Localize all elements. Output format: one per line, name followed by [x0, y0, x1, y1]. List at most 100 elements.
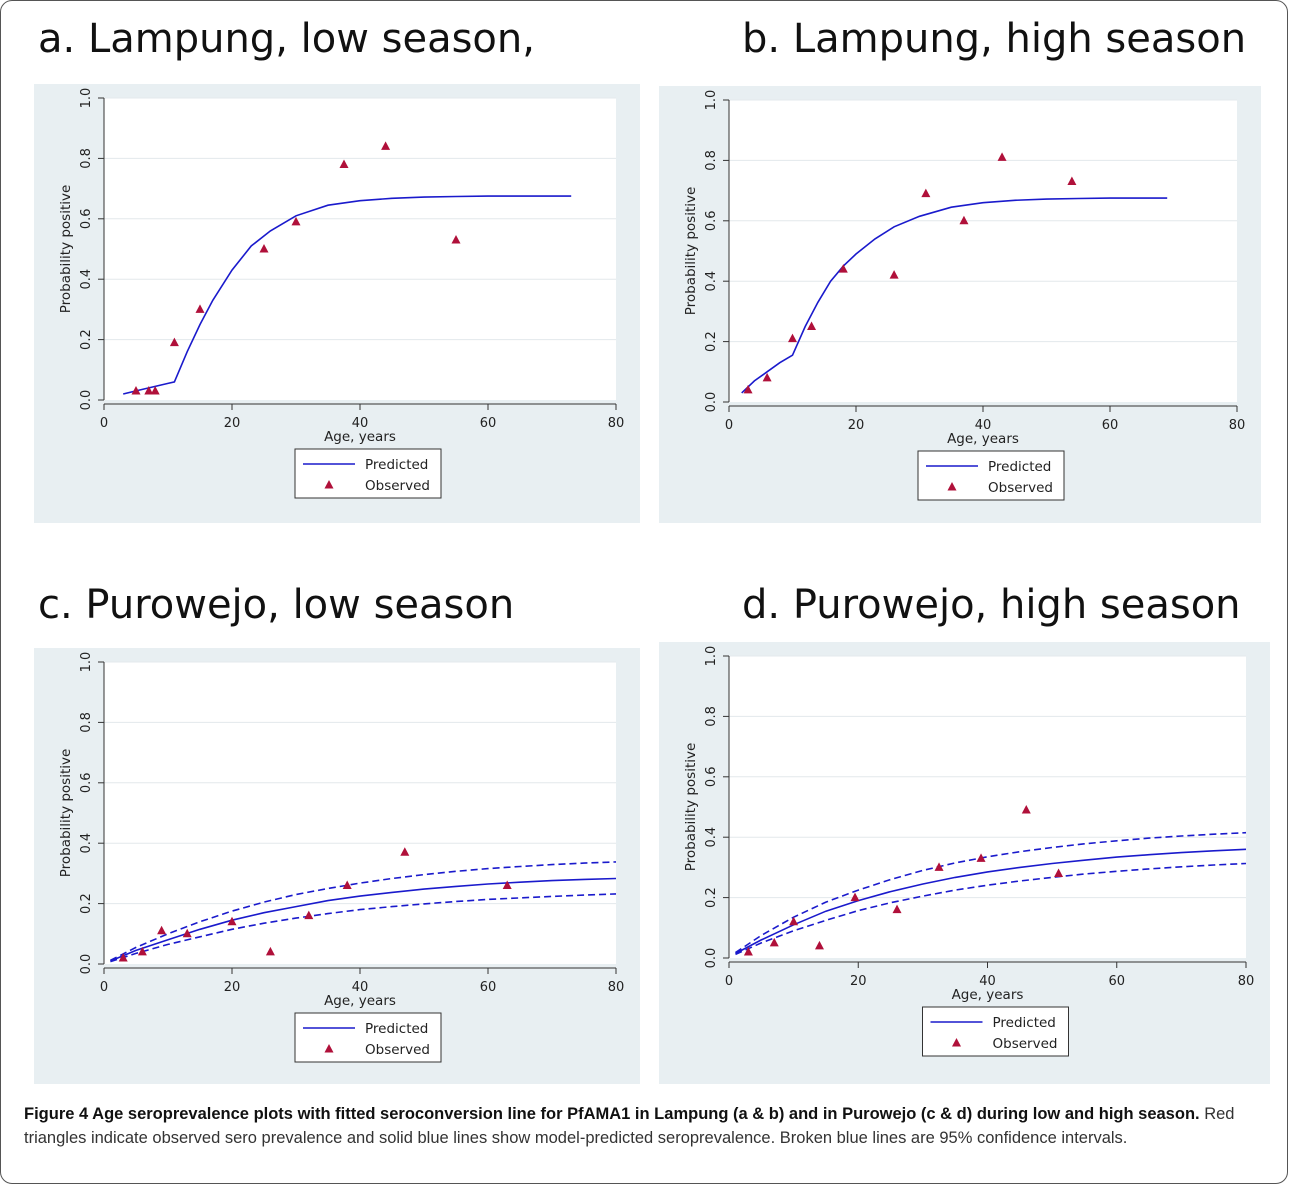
y-tick-label: 0.0 — [79, 954, 94, 975]
y-tick-label: 0.0 — [704, 948, 719, 969]
y-tick-label: 0.4 — [79, 833, 94, 854]
plot-area — [104, 98, 616, 400]
legend-triangle-swatch — [952, 1038, 961, 1047]
observed-point — [304, 910, 314, 920]
y-tick-label: 0.8 — [79, 712, 94, 733]
y-tick-label: 0.4 — [704, 271, 719, 292]
observed-point — [934, 862, 944, 871]
x-tick-label: 0 — [100, 980, 108, 995]
predicted-line — [110, 877, 617, 962]
legend-label-predicted: Predicted — [993, 1015, 1056, 1031]
observed-point — [169, 337, 179, 347]
panel-title-b: b. Lampung, high season — [742, 16, 1247, 62]
y-tick-label: 0.6 — [79, 772, 94, 793]
caption-bold: Figure 4 Age seroprevalence plots with f… — [24, 1105, 1200, 1123]
y-axis-label: Probability positive — [683, 743, 699, 872]
x-axis-label: Age, years — [947, 431, 1019, 447]
y-tick-label: 1.0 — [79, 652, 94, 673]
chart-d-svg: 0.0 0.2 0.4 0.6 0.8 1.0 0 20 40 60 80 Age, years Pro… — [659, 642, 1270, 1084]
y-tick-label: 0.8 — [704, 706, 719, 727]
observed-point — [150, 385, 160, 395]
observed-point — [976, 853, 986, 862]
observed-point — [144, 385, 154, 395]
y-tick-label: 0.2 — [704, 331, 719, 352]
legend-label-predicted: Predicted — [365, 457, 428, 473]
observed-point — [892, 904, 902, 914]
x-tick-label: 80 — [1238, 974, 1255, 989]
y-tick-label: 0.8 — [704, 150, 719, 171]
legend-label-observed: Observed — [993, 1036, 1058, 1052]
y-tick-label: 1.0 — [704, 646, 719, 667]
observed-point — [195, 304, 205, 313]
y-tick-label: 1.0 — [79, 88, 94, 109]
caption-text: Red triangles indicate observed sero pre… — [24, 1105, 1235, 1147]
chart-panel-b: 0.0 0.2 0.4 0.6 0.8 1.0 0 20 40 60 80 Age, years Pro… — [659, 86, 1261, 523]
x-tick-label: 40 — [979, 974, 996, 989]
observed-point — [502, 880, 512, 889]
y-tick-label: 0.6 — [79, 208, 94, 229]
observed-point — [400, 847, 410, 856]
ci-line — [735, 831, 1247, 954]
x-tick-label: 60 — [480, 416, 497, 431]
y-tick-label: 0.6 — [704, 210, 719, 231]
x-tick-label: 40 — [975, 418, 992, 433]
chart-panel-a: 0.0 0.2 0.4 0.6 0.8 1.0 0 20 40 60 80 Age, years Pro… — [34, 84, 640, 523]
observed-point — [814, 940, 824, 950]
observed-point — [1054, 868, 1064, 877]
legend-box — [294, 1012, 442, 1063]
panel-title-a: a. Lampung, low season, — [38, 16, 535, 62]
observed-point — [889, 270, 899, 279]
legend-label-predicted: Predicted — [365, 1021, 428, 1037]
legend-triangle-swatch — [324, 1044, 334, 1053]
y-tick-label: 0.6 — [704, 766, 719, 787]
observed-point — [291, 216, 301, 226]
observed-point — [769, 937, 779, 947]
plot-area — [729, 656, 1246, 958]
observed-point — [850, 892, 860, 902]
chart-panel-c: 0.0 0.2 0.4 0.6 0.8 1.0 0 20 40 60 80 Age, years Pro… — [34, 648, 640, 1084]
observed-point — [1067, 176, 1077, 186]
x-tick-label: 40 — [352, 980, 369, 995]
y-tick-label: 0.2 — [79, 893, 94, 914]
observed-point — [259, 244, 269, 253]
panel-title-c: c. Purowejo, low season — [38, 582, 515, 628]
observed-point — [743, 946, 753, 956]
observed-point — [137, 946, 147, 956]
x-axis-label: Age, years — [324, 429, 396, 445]
x-tick-label: 60 — [1108, 974, 1125, 989]
observed-point — [118, 952, 128, 962]
observed-point — [997, 152, 1007, 161]
observed-point — [131, 385, 141, 395]
observed-point — [789, 916, 799, 926]
chart-a-svg: 0.0 0.2 0.4 0.6 0.8 1.0 0 20 40 60 80 Age, years Pro… — [34, 84, 640, 523]
y-tick-label: 1.0 — [704, 90, 719, 111]
observed-point — [157, 925, 167, 935]
observed-point — [838, 264, 848, 273]
x-axis-label: Age, years — [324, 993, 396, 1009]
chart-c-svg: 0.0 0.2 0.4 0.6 0.8 1.0 0 20 40 60 80 Age, years Pro… — [34, 648, 640, 1084]
predicted-line — [123, 195, 572, 395]
y-tick-label: 0.0 — [704, 392, 719, 413]
chart-b-svg: 0.0 0.2 0.4 0.6 0.8 1.0 0 20 40 60 80 Age, years Pro… — [659, 86, 1261, 523]
x-tick-label: 80 — [608, 416, 625, 431]
observed-point — [182, 928, 192, 938]
observed-point — [959, 215, 969, 225]
x-tick-label: 20 — [224, 980, 241, 995]
ci-line — [735, 862, 1247, 956]
y-axis-label: Probability positive — [58, 185, 74, 314]
y-tick-label: 0.4 — [704, 827, 719, 848]
observed-point — [265, 946, 275, 956]
observed-point — [921, 188, 931, 198]
observed-point — [381, 141, 391, 150]
plot-area — [104, 662, 616, 964]
predicted-line — [741, 197, 1168, 394]
observed-point — [1021, 805, 1031, 814]
x-axis-label: Age, years — [952, 987, 1024, 1003]
observed-point — [743, 384, 753, 394]
predicted-line — [735, 848, 1247, 955]
x-tick-label: 20 — [850, 974, 867, 989]
observed-point — [342, 880, 352, 889]
observed-point — [451, 234, 461, 244]
x-tick-label: 60 — [480, 980, 497, 995]
x-tick-label: 80 — [608, 980, 625, 995]
